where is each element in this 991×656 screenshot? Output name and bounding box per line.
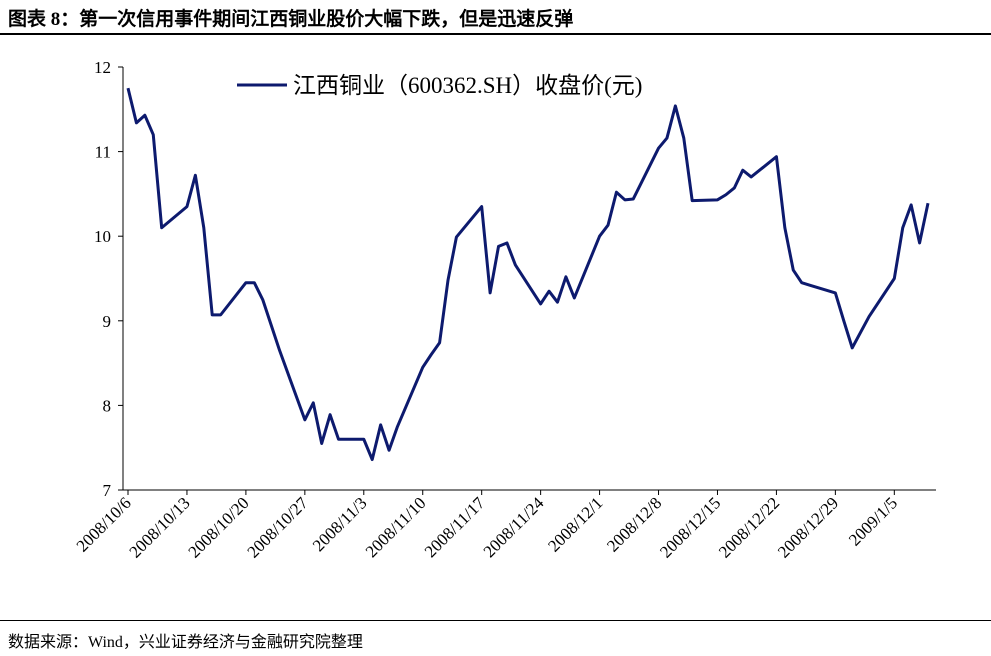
x-tick-label: 2008/11/10 xyxy=(362,493,430,561)
x-tick-label: 2008/11/24 xyxy=(480,493,548,561)
y-tick-label: 9 xyxy=(103,312,112,331)
x-tick-label: 2008/10/20 xyxy=(185,493,253,561)
x-tick-label: 2008/12/22 xyxy=(715,493,783,561)
x-tick-label: 2008/12/15 xyxy=(656,493,724,561)
y-tick-label: 11 xyxy=(95,143,111,162)
x-tick-label: 2008/11/3 xyxy=(309,493,371,555)
x-tick-label: 2008/12/8 xyxy=(603,493,665,555)
header-rule xyxy=(0,33,991,35)
footer-rule xyxy=(0,620,991,621)
y-tick-label: 10 xyxy=(94,227,111,246)
x-tick-label: 2008/10/6 xyxy=(73,493,135,555)
x-tick-label: 2009/1/5 xyxy=(845,493,901,549)
y-tick-label: 7 xyxy=(103,481,112,500)
chart: 7891011122008/10/62008/10/132008/10/2020… xyxy=(73,58,936,562)
x-tick-label: 2008/12/1 xyxy=(544,493,606,555)
x-tick-label: 2008/10/27 xyxy=(243,493,312,562)
x-tick-label: 2008/10/13 xyxy=(126,493,194,561)
x-tick-label: 2008/12/29 xyxy=(774,493,842,561)
y-tick-label: 12 xyxy=(94,58,111,77)
figure-title: 图表 8：第一次信用事件期间江西铜业股价大幅下跌，但是迅速反弹 xyxy=(8,9,574,30)
legend-label: 江西铜业（600362.SH）收盘价(元) xyxy=(293,73,642,98)
x-tick-label: 2008/11/17 xyxy=(421,493,489,561)
y-tick-label: 8 xyxy=(103,396,112,415)
source-note: 数据来源：Wind，兴业证券经济与金融研究院整理 xyxy=(8,634,363,651)
price-line xyxy=(126,87,930,462)
